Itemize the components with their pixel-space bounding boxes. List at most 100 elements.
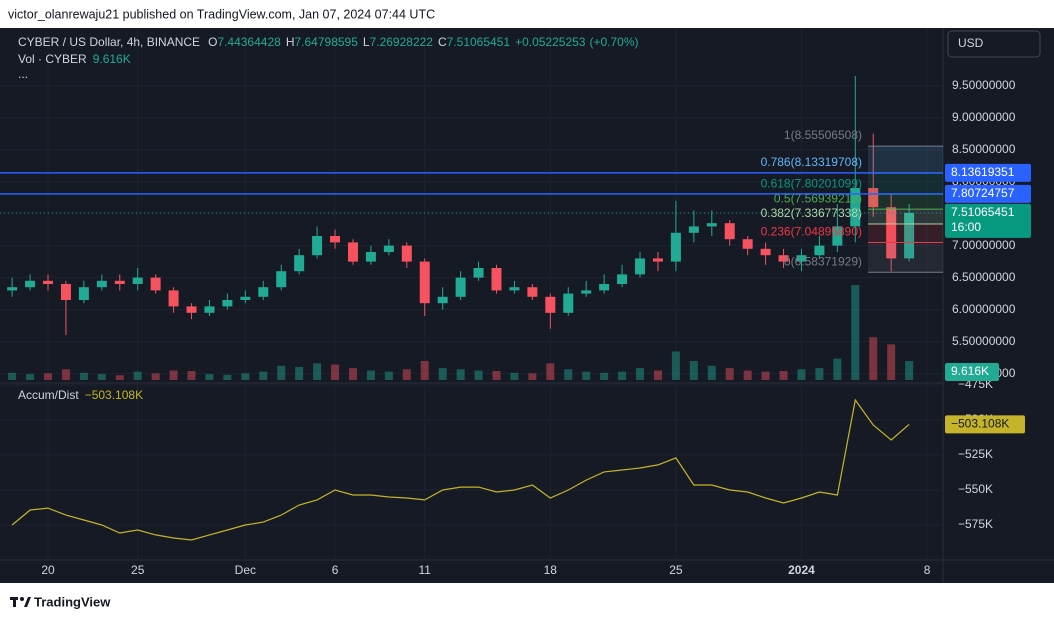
fib-zone <box>868 194 943 210</box>
candle-body <box>635 258 646 275</box>
legend-part: 7.51065451 <box>447 35 511 49</box>
candle-body <box>850 188 861 227</box>
volume-bar <box>259 371 268 380</box>
candle-body <box>150 277 161 291</box>
candle-body <box>904 212 915 259</box>
volume-bar <box>833 358 842 380</box>
logo-shape <box>20 597 24 601</box>
candle-body <box>652 258 663 262</box>
y-tick-label: 6.00000000 <box>952 302 1016 316</box>
candle-body <box>814 245 825 256</box>
volume-bar <box>887 344 896 380</box>
volume-bar <box>707 365 716 380</box>
volume-bar <box>851 285 860 380</box>
legend-part: 7.44364428 <box>217 35 281 49</box>
legend-part: CYBER / US Dollar, 4h, BINANCE <box>18 35 200 49</box>
volume-bar <box>761 371 770 380</box>
value-tag <box>945 415 1025 434</box>
fib-label: 0.786(8.13319708) <box>761 155 862 169</box>
volume-bar <box>97 374 106 380</box>
candle-body <box>60 284 71 300</box>
volume-bar <box>241 373 250 380</box>
candle-body <box>312 236 323 256</box>
candle-body <box>43 280 53 284</box>
volume-bar <box>905 361 914 380</box>
candle-body <box>294 255 305 272</box>
volume-bar <box>618 371 627 380</box>
volume-bar <box>366 370 375 380</box>
candle-body <box>545 296 556 313</box>
fib-zone <box>868 242 943 273</box>
volume-bar <box>402 369 411 380</box>
ad-line <box>11 398 910 541</box>
candle-body <box>760 248 771 256</box>
volume-bar <box>331 364 340 380</box>
legend-part: +0.05225253 <box>515 35 586 49</box>
volume-bar <box>564 369 573 380</box>
volume-bar <box>492 370 501 380</box>
fib-label: 0.5(7.56939218) <box>774 191 862 205</box>
volume-bar <box>133 371 142 380</box>
y-tick-label: 9.50000000 <box>952 78 1016 92</box>
volume-bar <box>510 372 519 380</box>
fib-label: 1(8.55506508) <box>784 128 862 142</box>
y-tick-label: −575K <box>958 517 993 531</box>
volume-bar <box>348 368 357 380</box>
volume-bar <box>205 374 214 380</box>
candle-body <box>778 255 789 262</box>
fib-zone <box>868 224 943 243</box>
button-frame[interactable] <box>947 30 1041 58</box>
candle-body <box>168 290 179 307</box>
fib-zone <box>868 209 943 225</box>
candle-body <box>419 261 430 304</box>
legend-part: C <box>438 35 447 49</box>
candle-body <box>724 223 735 240</box>
candle-body <box>365 252 376 262</box>
y-tick-label: 7.00000000 <box>952 238 1016 252</box>
volume-bar <box>313 363 322 380</box>
fib-zone <box>868 146 943 174</box>
volume-bar <box>420 361 429 380</box>
indicator-legend: Accum/Dist −503.108K <box>18 388 143 402</box>
candle-body <box>204 306 215 313</box>
candle-body <box>509 287 520 291</box>
volume-bar <box>115 375 124 380</box>
volume-bar <box>295 366 304 380</box>
legend-part: H <box>286 35 295 49</box>
fib-label: 0(6.58371929) <box>784 254 862 268</box>
price-line-tag <box>945 163 1031 182</box>
fib-label: 0.382(7.33677338) <box>761 206 862 220</box>
price-line-label: 7.80724757 <box>951 186 1015 200</box>
x-tick-label: 8 <box>924 563 931 577</box>
candle-body <box>527 287 538 297</box>
volume-legend: Vol · CYBER 9.616K <box>18 52 131 66</box>
legend-part: 9.616K <box>93 52 131 66</box>
candle-body <box>347 242 358 262</box>
legend-part: −503.108K <box>85 388 143 402</box>
legend: CYBER / US Dollar, 4h, BINANCE O7.4436442… <box>18 35 639 49</box>
candle-body <box>670 232 681 262</box>
volume-bar <box>384 371 393 380</box>
candle-body <box>25 280 36 288</box>
last-price-label: 7.51065451 <box>951 205 1015 219</box>
candle-body <box>581 290 592 294</box>
candle-body <box>240 296 251 300</box>
volume-bar <box>600 372 609 380</box>
candle-body <box>491 268 502 291</box>
candle-body <box>437 296 448 304</box>
volume-bar <box>869 337 878 380</box>
currency-button[interactable]: USD <box>947 30 1041 58</box>
candle-body <box>96 280 107 288</box>
candle-body <box>78 287 89 300</box>
candle-body <box>330 236 341 243</box>
legend-part: Accum/Dist <box>18 388 79 402</box>
legend-part: Vol · CYBER <box>18 52 87 66</box>
candle-body <box>599 284 610 291</box>
x-tick-label: 6 <box>332 563 339 577</box>
button-label[interactable]: USD <box>958 36 984 50</box>
candle-body <box>114 280 125 284</box>
logo-text: TradingView <box>34 594 111 609</box>
legend-part: (+0.70%) <box>589 35 638 49</box>
legend-part: 7.26928222 <box>370 35 434 49</box>
